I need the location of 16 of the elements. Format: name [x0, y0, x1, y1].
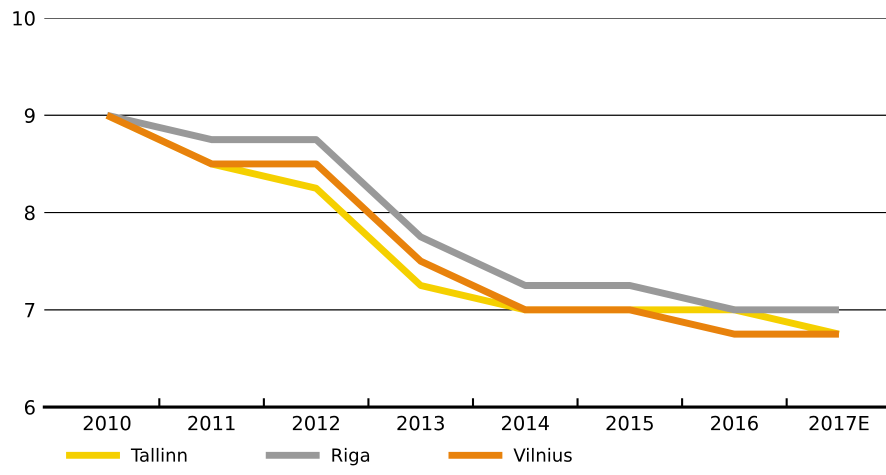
x-tick-label: 2011 — [188, 416, 235, 430]
x-tick-label: 2017E — [809, 416, 869, 430]
y-tick-label: 8 — [24, 206, 35, 220]
legend-label: Vilnius — [513, 448, 572, 462]
y-tick-label: 9 — [24, 108, 35, 123]
x-tick-label: 2014 — [502, 416, 549, 430]
x-tick-label: 2015 — [606, 416, 653, 430]
x-tick-label: 2016 — [711, 416, 758, 430]
x-tick-label: 2010 — [84, 416, 130, 430]
legend-label: Riga — [332, 448, 370, 466]
y-tick-label: 10 — [13, 11, 35, 26]
legend-label: Tallinn — [130, 448, 186, 462]
x-tick-label: 2013 — [397, 416, 444, 430]
y-tick-label: 7 — [25, 303, 34, 318]
y-tick-label: 6 — [24, 400, 35, 415]
x-tick-label: 2012 — [292, 416, 339, 430]
